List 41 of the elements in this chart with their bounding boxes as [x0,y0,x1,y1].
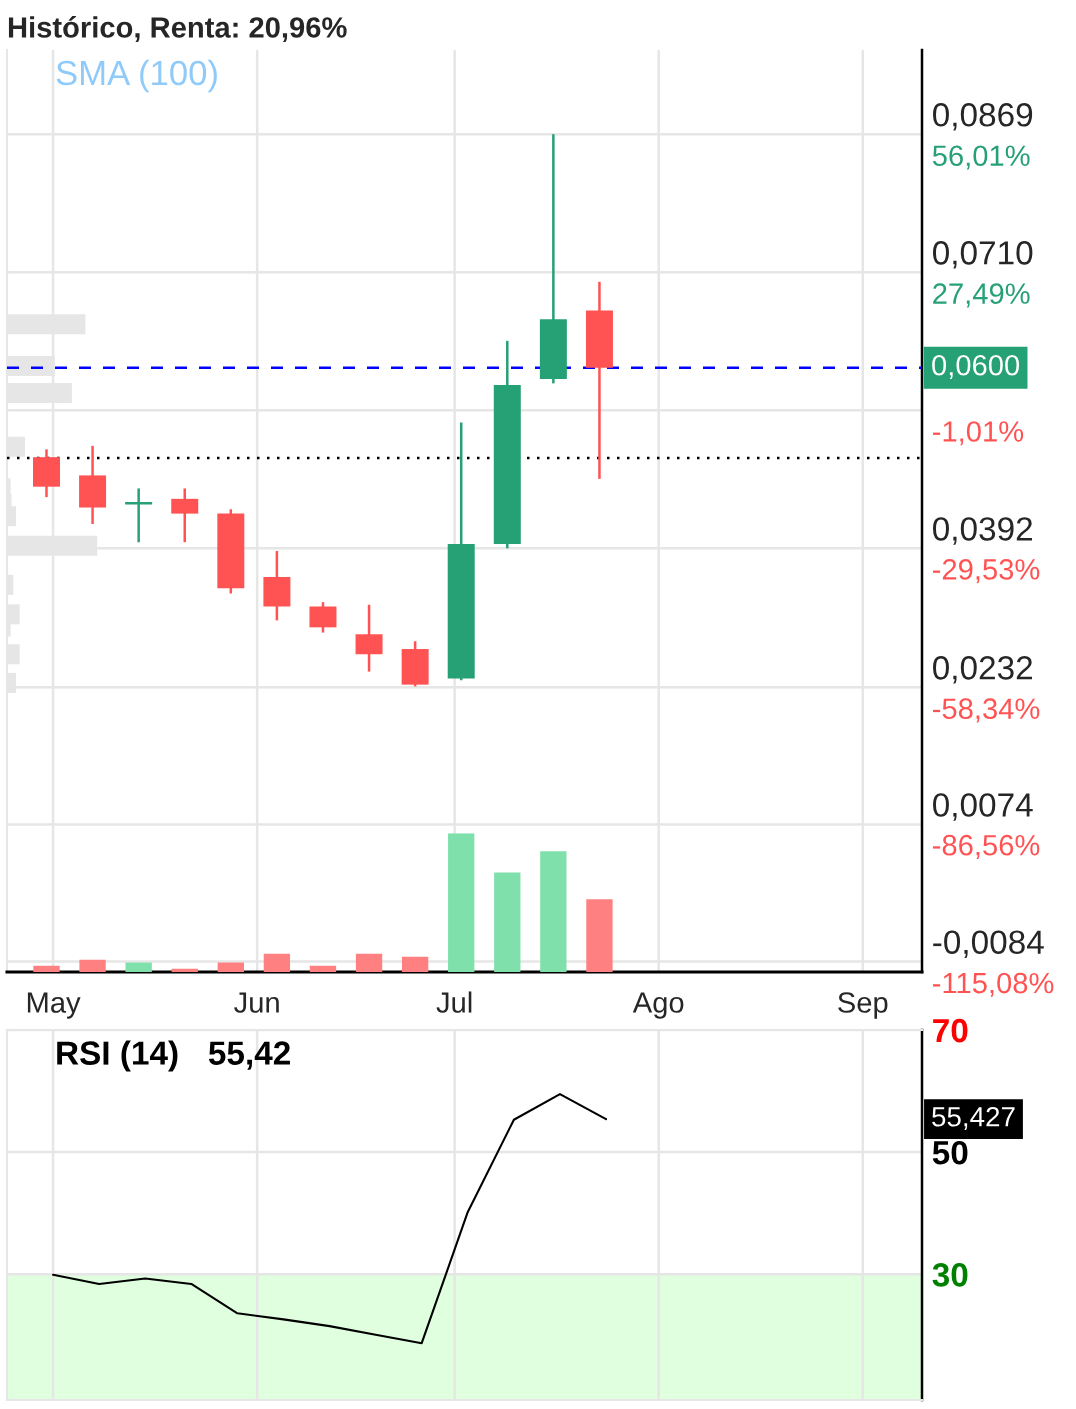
y2-tick-label: 56,01% [932,145,1030,170]
y-tick-label: -0,0084 [933,930,1044,958]
bar [586,899,613,972]
bar [263,953,291,972]
y2-tick-label: -58,34% [933,698,1040,723]
y-tick-label: 0,0869 [933,103,1033,131]
bar [448,833,475,972]
y2-tick-label: 27,49% [933,283,1030,308]
y2-tick-label: -1,01% [933,421,1024,446]
y-tick-label: 0,0232 [933,656,1032,684]
bar [540,851,567,972]
y-tick-label: 50 [932,1140,968,1165]
ref-line-label: 0,0600 [932,354,1020,380]
bar [125,962,152,972]
y-tick-label: 0,0074 [933,793,1033,821]
chart-title: Histórico, Renta: 20,96% [8,16,347,43]
bar [494,872,521,972]
bar [79,959,106,972]
annotation: SMA (100) [56,59,217,93]
x-tick-label: Jul [436,991,472,1013]
y2-tick-label: -115,08% [933,972,1054,997]
y2-tick-label: -86,56% [933,834,1040,859]
y2-tick-label: -29,53% [933,559,1040,584]
x-tick-label: Ago [632,992,684,1019]
bar [33,965,60,972]
bar [171,968,198,972]
bar [217,962,244,972]
bar [401,956,429,972]
y-tick-label: 30 [932,1263,968,1287]
bar [309,965,337,972]
bar [355,953,383,972]
y-tick-label: 0,0392 [933,517,1032,545]
annotation: 55,42 [208,1041,290,1070]
y-tick-label: 0,0710 [933,241,1033,269]
x-tick-label: Sep [838,992,888,1019]
x-tick-label: Jun [234,992,279,1013]
x-tick-label: May [27,992,81,1019]
line-series [52,1093,608,1345]
text: 55,427 [932,1106,1015,1130]
y-tick-label: 70 [933,1018,968,1043]
text: RSI (14) [57,1040,178,1072]
